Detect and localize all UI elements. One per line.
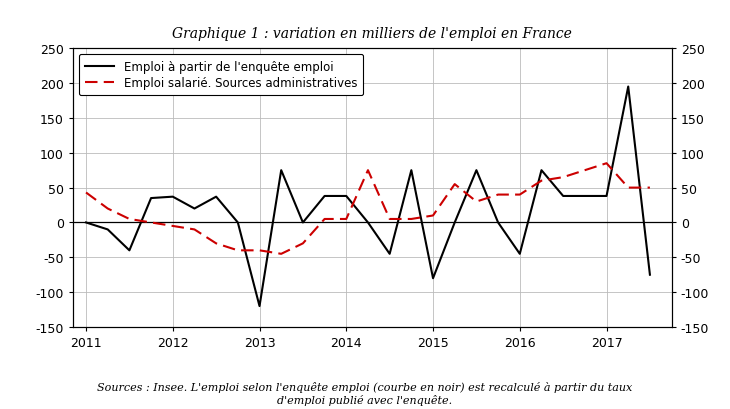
- Emploi salarié. Sources administratives: [407, 217, 415, 222]
- Emploi à partir de l'enquête emploi: [580, 194, 589, 199]
- Emploi salarié. Sources administratives: [320, 217, 329, 222]
- Emploi salarié. Sources administratives: [169, 224, 177, 229]
- Emploi à partir de l'enquête emploi: [104, 227, 112, 232]
- Emploi à partir de l'enquête emploi: [602, 194, 611, 199]
- Emploi salarié. Sources administratives: [147, 220, 155, 225]
- Emploi salarié. Sources administratives: [299, 241, 307, 246]
- Emploi salarié. Sources administratives: [234, 248, 242, 253]
- Emploi à partir de l'enquête emploi: [320, 194, 329, 199]
- Emploi salarié. Sources administratives: [645, 186, 654, 191]
- Line: Emploi à partir de l'enquête emploi: Emploi à partir de l'enquête emploi: [86, 87, 650, 306]
- Emploi à partir de l'enquête emploi: [255, 304, 264, 309]
- Emploi à partir de l'enquête emploi: [429, 276, 437, 281]
- Emploi salarié. Sources administratives: [277, 252, 285, 257]
- Emploi salarié. Sources administratives: [190, 227, 199, 232]
- Emploi à partir de l'enquête emploi: [624, 85, 633, 90]
- Emploi salarié. Sources administratives: [450, 182, 459, 187]
- Line: Emploi salarié. Sources administratives: Emploi salarié. Sources administratives: [86, 164, 650, 254]
- Emploi salarié. Sources administratives: [125, 217, 134, 222]
- Emploi à partir de l'enquête emploi: [212, 195, 220, 200]
- Emploi salarié. Sources administratives: [493, 193, 502, 198]
- Emploi salarié. Sources administratives: [82, 191, 91, 196]
- Emploi à partir de l'enquête emploi: [472, 168, 481, 173]
- Emploi à partir de l'enquête emploi: [558, 194, 567, 199]
- Emploi à partir de l'enquête emploi: [450, 220, 459, 225]
- Emploi à partir de l'enquête emploi: [493, 220, 502, 225]
- Emploi salarié. Sources administratives: [602, 161, 611, 166]
- Emploi salarié. Sources administratives: [515, 193, 524, 198]
- Text: Sources : Insee. L'emploi selon l'enquête emploi (courbe en noir) est recalculé : Sources : Insee. L'emploi selon l'enquêt…: [97, 381, 633, 405]
- Emploi salarié. Sources administratives: [624, 186, 633, 191]
- Legend: Emploi à partir de l'enquête emploi, Emploi salarié. Sources administratives: Emploi à partir de l'enquête emploi, Emp…: [79, 55, 364, 96]
- Emploi à partir de l'enquête emploi: [125, 248, 134, 253]
- Emploi à partir de l'enquête emploi: [234, 220, 242, 225]
- Emploi à partir de l'enquête emploi: [190, 207, 199, 211]
- Emploi à partir de l'enquête emploi: [364, 220, 372, 225]
- Emploi à partir de l'enquête emploi: [515, 252, 524, 257]
- Emploi à partir de l'enquête emploi: [82, 220, 91, 225]
- Emploi salarié. Sources administratives: [342, 217, 350, 222]
- Emploi salarié. Sources administratives: [472, 200, 481, 204]
- Emploi salarié. Sources administratives: [255, 248, 264, 253]
- Emploi à partir de l'enquête emploi: [169, 195, 177, 200]
- Emploi à partir de l'enquête emploi: [277, 168, 285, 173]
- Emploi salarié. Sources administratives: [104, 207, 112, 211]
- Emploi salarié. Sources administratives: [429, 213, 437, 218]
- Emploi à partir de l'enquête emploi: [537, 168, 546, 173]
- Emploi à partir de l'enquête emploi: [342, 194, 350, 199]
- Title: Graphique 1 : variation en milliers de l'emploi en France: Graphique 1 : variation en milliers de l…: [172, 27, 572, 41]
- Emploi à partir de l'enquête emploi: [407, 168, 415, 173]
- Emploi à partir de l'enquête emploi: [147, 196, 155, 201]
- Emploi à partir de l'enquête emploi: [299, 220, 307, 225]
- Emploi salarié. Sources administratives: [212, 241, 220, 246]
- Emploi à partir de l'enquête emploi: [645, 272, 654, 277]
- Emploi salarié. Sources administratives: [558, 175, 567, 180]
- Emploi à partir de l'enquête emploi: [385, 252, 394, 257]
- Emploi salarié. Sources administratives: [385, 217, 394, 222]
- Emploi salarié. Sources administratives: [537, 179, 546, 184]
- Emploi salarié. Sources administratives: [364, 168, 372, 173]
- Emploi salarié. Sources administratives: [580, 168, 589, 173]
